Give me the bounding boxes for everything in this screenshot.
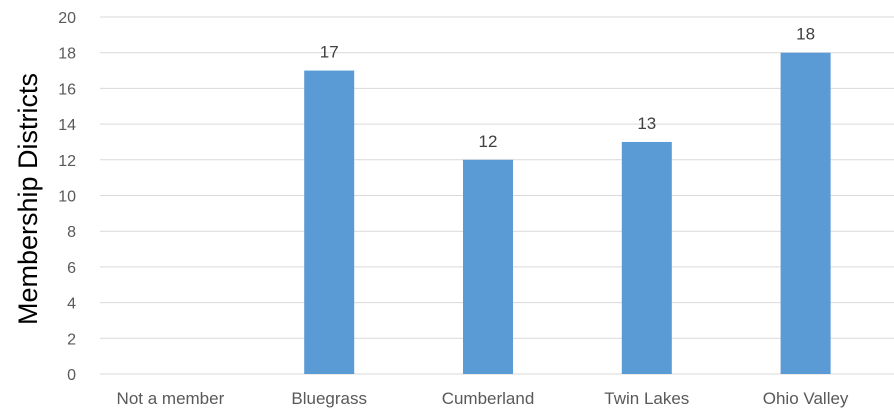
bar: [780, 52, 831, 374]
y-tick-label: 12: [58, 153, 76, 170]
data-label: 17: [320, 43, 339, 62]
x-tick-label: Bluegrass: [291, 389, 367, 408]
bar: [621, 141, 672, 374]
y-axis-ticks: 0 2 4 6 8 10 12 14 16 18 20: [58, 10, 76, 384]
bar: [463, 159, 513, 374]
y-tick-label: 4: [67, 296, 76, 313]
data-label: 13: [637, 114, 656, 133]
data-labels: 17 12 13 18: [320, 25, 815, 151]
bars: [304, 52, 831, 375]
data-label: 12: [479, 132, 498, 151]
y-tick-label: 6: [67, 260, 76, 277]
data-label: 18: [796, 25, 815, 44]
y-tick-label: 18: [58, 46, 76, 63]
x-tick-label: Twin Lakes: [604, 389, 689, 408]
bar: [304, 70, 355, 375]
y-tick-label: 0: [67, 367, 76, 384]
x-axis-categories: Not a member Bluegrass Cumberland Twin Lake…: [117, 389, 849, 408]
y-tick-label: 10: [58, 189, 76, 206]
x-tick-label: Not a member: [117, 389, 225, 408]
x-tick-label: Cumberland: [442, 389, 535, 408]
x-tick-label: Ohio Valley: [763, 389, 849, 408]
y-tick-label: 20: [58, 10, 76, 27]
y-tick-label: 8: [67, 224, 76, 241]
y-tick-label: 14: [58, 117, 76, 134]
y-axis-label: Membership Districts: [13, 73, 43, 325]
y-tick-label: 16: [58, 81, 76, 98]
y-tick-label: 2: [67, 331, 76, 348]
